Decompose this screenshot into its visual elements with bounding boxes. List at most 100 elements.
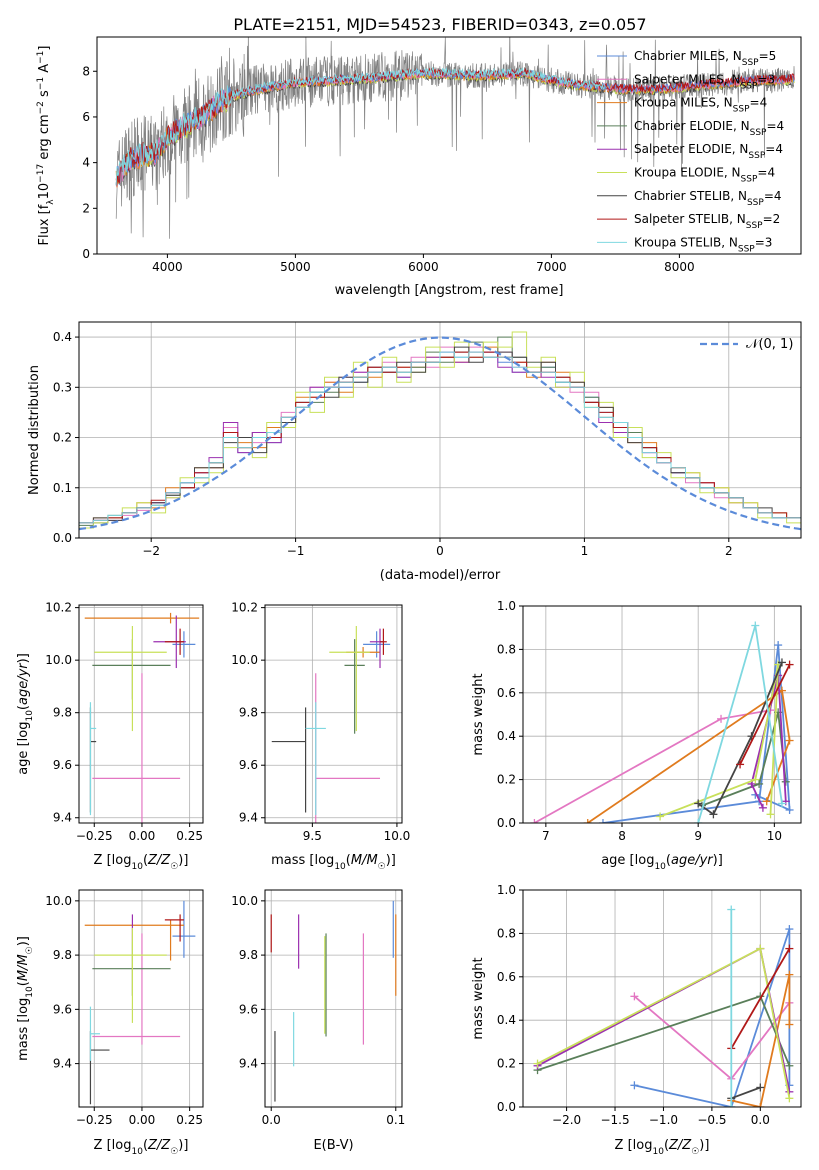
marker-plus	[717, 714, 726, 723]
errorbar-chabrier-miles	[363, 631, 391, 658]
errorbar-chabrier-stelib	[89, 707, 97, 813]
axes-frame	[522, 605, 802, 824]
marker-plus	[774, 641, 783, 650]
y-axis-label: Flux [fλ10−17 erg cm−2 s−1 A−1]	[36, 46, 56, 246]
y-tick-label: 9.8	[53, 706, 72, 720]
marker-plus	[598, 819, 607, 823]
x-tick-label: 8000	[664, 260, 695, 274]
x-tick-label: 1	[581, 544, 589, 558]
panel-mass-vs-ebv: 0.0 0.1 9.4 9.6 9.8 10.0 E(B-V)	[231, 889, 405, 1153]
panel-age-vs-Z: −0.25 0.00 0.25 9.4 9.6 9.8 10.0 10.2 Z [log10(Z…	[16, 601, 204, 872]
y-axis-label: mass weight	[471, 957, 486, 1039]
errorbar-kroupa-elodie	[94, 927, 167, 1023]
x-tick-label: 6000	[408, 260, 439, 274]
errorbar-kroupa-elodie	[329, 626, 370, 732]
plot-area-residuals	[79, 331, 801, 538]
marker-plus	[630, 1081, 639, 1090]
marker-plus	[694, 799, 703, 808]
line-salpeter-stelib	[730, 948, 791, 1049]
x-tick-label: 0.1	[386, 1113, 405, 1127]
y-tick-label: 0	[82, 247, 90, 261]
errorbar-chabrier-miles	[172, 900, 196, 958]
legend-label: Chabrier ELODIE, NSSP=4	[634, 119, 784, 138]
marker-plus	[756, 944, 765, 953]
y-tick-label: 0.4	[497, 729, 516, 743]
marker-plus	[785, 970, 794, 979]
x-axis-label: mass [log10(M/M☉)]	[271, 853, 396, 872]
y-tick-label: 0.8	[497, 642, 516, 656]
marker-plus	[785, 1094, 794, 1103]
line-kroupa-miles	[731, 974, 791, 1107]
marker-plus	[785, 925, 794, 934]
marker-plus	[758, 803, 767, 812]
figure-title: PLATE=2151, MJD=54523, FIBERID=0343, z=0…	[233, 15, 646, 34]
x-tick-label: −0.25	[76, 829, 113, 843]
legend-label: Chabrier MILES, NSSP=5	[634, 49, 776, 68]
marker-plus	[630, 992, 639, 1001]
marker-plus	[751, 621, 760, 630]
x-tick-label: 0.0	[751, 1113, 770, 1127]
y-tick-label: 9.6	[53, 758, 72, 772]
x-tick-label: 7000	[536, 260, 567, 274]
marker-plus	[785, 944, 794, 953]
x-axis-label: Z [log10(Z/Z☉)]	[615, 1138, 710, 1157]
line-salpeter-stelib	[739, 664, 791, 765]
y-tick-label: 10.2	[45, 601, 72, 615]
x-tick-label: 4000	[152, 260, 183, 274]
marker-plus	[777, 658, 786, 667]
marker-plus	[656, 812, 665, 821]
y-tick-label: 9.6	[53, 1002, 72, 1016]
errorbar-chabrier-elodie	[92, 639, 171, 700]
errorbar-salpeter-stelib	[164, 628, 184, 655]
y-tick-label: 9.6	[239, 1002, 258, 1016]
x-tick-label: −2	[142, 544, 160, 558]
errorbar-chabrier-stelib	[89, 1031, 110, 1105]
errorbar-kroupa-stelib	[305, 702, 326, 816]
marker-plus	[785, 1061, 794, 1070]
legend-label: Salpeter MILES, NSSP=3	[634, 72, 775, 91]
x-tick-label: −1	[287, 544, 305, 558]
y-tick-label: 10.0	[45, 894, 72, 908]
y-tick-label: 9.4	[53, 811, 72, 825]
x-tick-label: −0.25	[76, 1113, 113, 1127]
marker-plus	[709, 810, 718, 819]
line-chabrier-stelib	[730, 1086, 761, 1100]
plot-area-weight-vs-age	[530, 621, 794, 823]
plot-area-weight-vs-Z	[533, 905, 794, 1107]
y-tick-label: 0.6	[497, 686, 516, 700]
x-tick-label: 0.00	[129, 829, 156, 843]
y-tick-label: 0.8	[497, 926, 516, 940]
x-tick-label: 2	[725, 544, 733, 558]
plot-area-mass-vs-Z	[84, 900, 196, 1105]
plot-area-spectrum	[115, 37, 795, 239]
y-tick-label: 4	[82, 156, 90, 170]
x-tick-label: 5000	[280, 260, 311, 274]
errorbar-kroupa-miles	[84, 919, 184, 961]
x-tick-label: 0.25	[176, 1113, 203, 1127]
marker-plus	[736, 760, 745, 769]
y-tick-label: 10.0	[231, 894, 258, 908]
legend-label: Kroupa STELIB, NSSP=3	[634, 235, 772, 254]
x-tick-label: −1.5	[600, 1113, 629, 1127]
errorbar-kroupa-stelib	[89, 702, 97, 816]
normal-curve	[79, 336, 801, 531]
errorbar-salpeter-miles	[92, 933, 181, 1045]
x-axis-label: Z [log10(Z/Z☉)]	[94, 1138, 189, 1157]
marker-plus	[694, 819, 703, 823]
marker-plus	[755, 779, 764, 788]
marker-plus	[785, 1020, 794, 1029]
plot-area-age-vs-mass	[271, 626, 391, 823]
legend-label: Salpeter STELIB, NSSP=2	[634, 212, 780, 231]
y-axis-label: mass weight	[471, 673, 486, 755]
x-tick-label: −2.0	[552, 1113, 581, 1127]
legend-label: Kroupa ELODIE, NSSP=4	[634, 166, 775, 185]
x-tick-label: −0.5	[697, 1113, 726, 1127]
errorbar-salpeter-stelib	[164, 914, 184, 942]
marker-plus	[530, 819, 539, 823]
model-spectrum	[115, 67, 795, 187]
y-tick-label: 0.0	[53, 531, 72, 545]
y-tick-label: 0.2	[497, 773, 516, 787]
errorbar-chabrier-elodie	[92, 941, 171, 996]
x-tick-label: 0	[436, 544, 444, 558]
